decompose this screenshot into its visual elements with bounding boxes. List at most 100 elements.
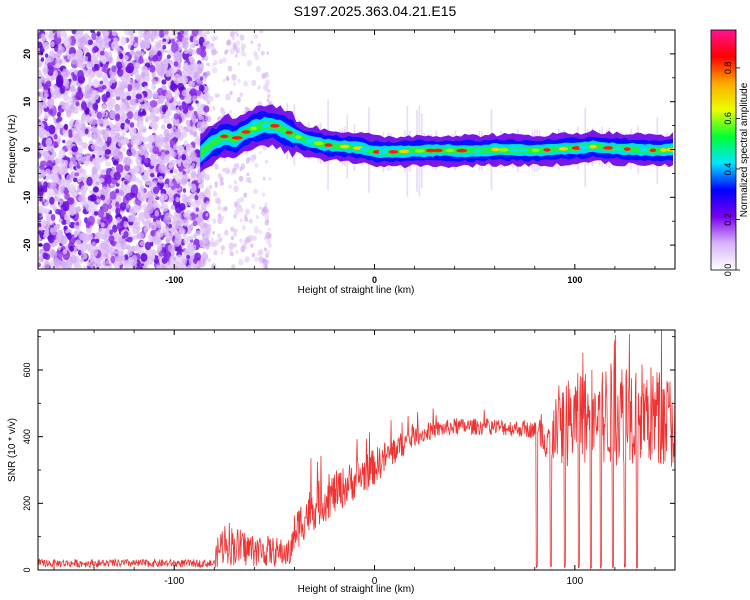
- heatmap-noise-cell: [123, 220, 128, 228]
- heatmap-noise-cell: [196, 47, 203, 55]
- heatmap-noise-cell: [197, 198, 205, 205]
- heatmap-noise-cell: [233, 162, 240, 170]
- heatmap-noise-cell: [93, 249, 99, 255]
- heatmap-noise-cell: [198, 258, 206, 268]
- heatmap-noise-cell: [257, 43, 261, 48]
- heatmap-noise-cell: [130, 168, 136, 176]
- heatmap-noise-cell: [234, 30, 238, 35]
- heatmap-noise-cell: [109, 98, 116, 107]
- heatmap-peak: [414, 149, 425, 153]
- heatmap-noise-cell: [171, 225, 178, 234]
- colorbar-tick-label: 0.6: [723, 112, 733, 125]
- heatmap-noise-cell: [233, 243, 237, 248]
- heatmap-noise-cell: [149, 64, 156, 73]
- heatmap-noise-cell: [245, 208, 250, 215]
- heatmap-noise-cell: [94, 173, 99, 180]
- heatmap-noise-cell: [38, 85, 42, 90]
- heatmap-noise-cell: [258, 256, 262, 262]
- heatmap-noise-cell: [121, 182, 130, 194]
- heatmap-noise-cell: [203, 56, 209, 62]
- heatmap-peak: [456, 148, 468, 153]
- heatmap-noise-cell: [220, 215, 225, 221]
- heatmap-noise-cell: [155, 63, 162, 72]
- heatmap-noise-cell: [168, 177, 173, 183]
- heatmap-noise-cell: [45, 175, 49, 181]
- heatmap-noise-cell: [235, 250, 239, 254]
- heatmap-noise-cell: [102, 261, 107, 266]
- heatmap-noise-cell: [169, 181, 174, 187]
- heatmap-noise-cell: [264, 79, 271, 87]
- heatmap-noise-cell: [243, 80, 248, 87]
- heatmap-noise-cell: [92, 186, 99, 193]
- heatmap-noise-cell: [110, 128, 116, 136]
- heatmap-noise-cell: [115, 188, 120, 194]
- heatmap-noise-cell: [93, 59, 99, 65]
- heatmap-noise-cell: [196, 121, 204, 131]
- heatmap-noise-cell: [181, 193, 188, 204]
- heatmap-noise-cell: [145, 266, 149, 269]
- heatmap-noise-cell: [231, 73, 237, 81]
- heatmap-noise-cell: [75, 101, 80, 107]
- heatmap-noise-cell: [163, 116, 171, 125]
- heatmap-noise-cell: [193, 71, 201, 83]
- heatmap-noise-cell: [264, 219, 269, 226]
- heatmap-noise-cell: [71, 30, 77, 35]
- heatmap-noise-cell: [202, 41, 207, 47]
- heatmap-noise-cell: [181, 89, 188, 97]
- heatmap-noise-cell: [107, 51, 113, 59]
- heatmap-noise-cell: [145, 115, 150, 120]
- heatmap-noise-cell: [244, 245, 248, 250]
- heatmap-noise-cell: [197, 103, 202, 110]
- heatmap-noise-cell: [199, 76, 204, 81]
- heatmap-noise-cell: [59, 101, 66, 107]
- heatmap-noise-cell: [177, 100, 181, 107]
- heatmap-noise-cell: [59, 199, 64, 205]
- heatmap-noise-cell: [267, 227, 271, 232]
- heatmap-noise-cell: [101, 169, 105, 175]
- heatmap-noise-cell: [111, 65, 117, 73]
- heatmap-noise-cell: [149, 99, 158, 108]
- heatmap-noise-cell: [218, 58, 223, 65]
- heatmap-noise-cell: [68, 221, 76, 229]
- heatmap-noise-cell: [38, 222, 42, 228]
- heatmap-peak: [433, 148, 443, 153]
- heatmap-noise-cell: [151, 83, 156, 91]
- heatmap-noise-cell: [134, 72, 140, 80]
- heatmap-noise-cell: [164, 183, 169, 191]
- heatmap-noise-cell: [168, 59, 173, 65]
- heatmap-noise-cell: [53, 133, 58, 140]
- heatmap-noise-cell: [189, 80, 193, 85]
- heatmap-noise-cell: [69, 245, 74, 252]
- heatmap-noise-cell: [57, 34, 62, 38]
- heatmap-noise-cell: [86, 63, 92, 70]
- heatmap-noise-cell: [129, 78, 136, 85]
- heatmap-noise-cell: [149, 154, 155, 161]
- heatmap-noise-cell: [216, 198, 222, 205]
- heatmap-noise-cell: [177, 82, 185, 91]
- heatmap-noise-cell: [144, 176, 151, 186]
- heatmap-noise-cell: [84, 114, 92, 123]
- heatmap-noise-cell: [127, 83, 133, 92]
- heatmap-noise-cell: [152, 235, 161, 245]
- spectrogram-xtick-label: 100: [567, 275, 582, 285]
- heatmap-noise-cell: [232, 43, 238, 51]
- heatmap-noise-cell: [139, 241, 145, 247]
- heatmap-noise-cell: [152, 54, 158, 62]
- heatmap-noise-cell: [72, 177, 78, 183]
- heatmap-noise-cell: [97, 227, 106, 238]
- heatmap-noise-cell: [52, 240, 59, 247]
- heatmap-noise-cell: [62, 139, 66, 144]
- heatmap-noise-cell: [67, 53, 74, 61]
- heatmap-noise-cell: [144, 212, 151, 220]
- heatmap-noise-cell: [203, 71, 209, 78]
- heatmap-noise-cell: [76, 228, 81, 235]
- heatmap-noise-cell: [97, 208, 105, 218]
- heatmap-noise-cell: [234, 209, 240, 216]
- heatmap-noise-cell: [239, 207, 244, 213]
- heatmap-peak: [578, 145, 589, 150]
- heatmap-noise-cell: [220, 181, 225, 186]
- heatmap-noise-cell: [73, 191, 77, 197]
- heatmap-noise-cell: [177, 63, 182, 69]
- heatmap-noise-cell: [135, 145, 140, 150]
- heatmap-noise-cell: [152, 146, 160, 155]
